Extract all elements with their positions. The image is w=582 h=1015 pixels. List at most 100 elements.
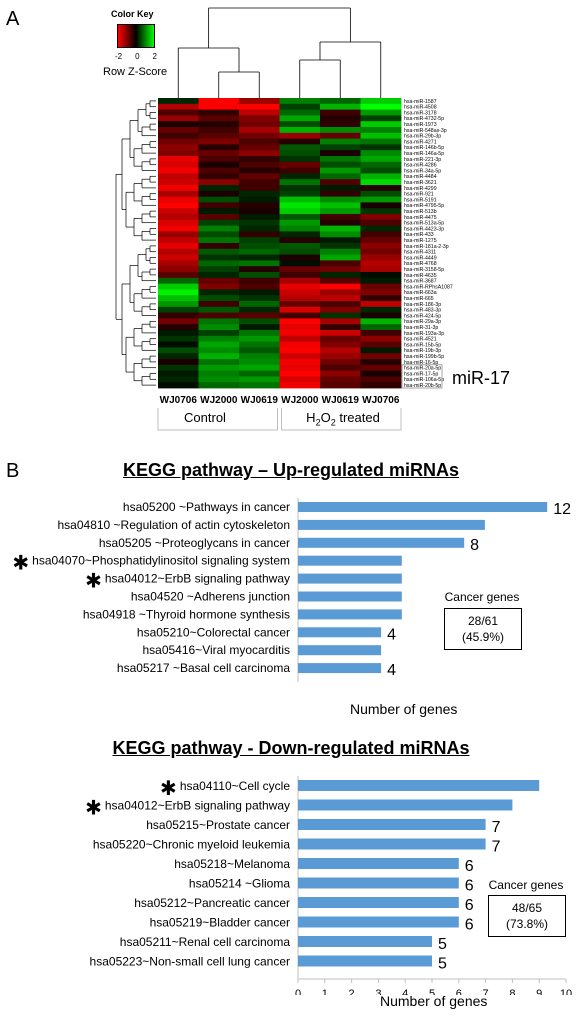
heatmap-cell: [320, 132, 361, 139]
row-label: hsa-miR-433: [404, 232, 434, 238]
heatmap-cell: [279, 359, 321, 366]
heatmap-cell: [279, 179, 321, 186]
heatmap-cell: [198, 103, 240, 110]
heatmap-cell: [360, 248, 402, 255]
up-cancer-genes-pct: (45.9%): [461, 630, 505, 644]
heatmap-cell: [198, 144, 240, 151]
bar: [298, 936, 432, 947]
heatmap-cell: [360, 289, 402, 296]
heatmap-cell: [198, 196, 240, 203]
heatmap-cell: [198, 330, 240, 337]
row-label: hsa-miR-1973: [404, 122, 437, 128]
heatmap-cell: [198, 272, 240, 279]
bar: [298, 609, 402, 620]
heatmap-cell: [360, 132, 402, 139]
heatmap-cell: [360, 196, 402, 203]
heatmap-cell: [239, 190, 280, 197]
heatmap-cell: [158, 167, 199, 174]
group-label-sub: 2: [330, 417, 336, 428]
row-label: hsa-miR-193a-3p: [404, 331, 444, 337]
heatmap-cell: [198, 98, 240, 105]
row-label: hsa-miR-20a-5p: [404, 366, 441, 372]
row-label: hsa-miR-221-3p: [404, 157, 441, 163]
heatmap-cell: [239, 283, 280, 290]
row-label: hsa-miR-4311: [404, 250, 436, 256]
heatmap-cell: [239, 359, 280, 366]
heatmap-cell: [239, 289, 280, 296]
down-xlabel: Number of genes: [380, 993, 488, 1009]
row-label: hsa-miR-RPhsA1087: [404, 284, 453, 290]
bar: [298, 819, 486, 830]
mir17-label-box: [401, 364, 443, 389]
group-label-text: O: [320, 410, 331, 425]
heatmap-cell: [158, 109, 199, 116]
heatmap-cell: [239, 161, 280, 168]
heatmap-cell: [239, 179, 280, 186]
category-label: hsa04012~ErbB signaling pathway: [105, 572, 290, 586]
heatmap-cell: [279, 243, 321, 250]
heatmap-cell: [198, 231, 240, 238]
column-label: WJ0619: [322, 395, 360, 406]
heatmap-cell: [158, 237, 199, 244]
star-marker: ✱: [85, 798, 102, 820]
panel-b-letter: B: [6, 460, 20, 482]
heatmap-cell: [279, 306, 321, 313]
color-key-tick: -2: [115, 52, 123, 61]
heatmap-cell: [198, 318, 240, 325]
heatmap-cell: [158, 132, 199, 139]
heatmap-cell: [279, 109, 321, 116]
heatmap-cell: [279, 254, 321, 261]
row-label: hsa-miR-199b-5p: [404, 354, 444, 360]
heatmap-cell: [198, 214, 240, 221]
group-label-h2o2: H2O2 treated: [293, 410, 393, 428]
row-label: hsa-miR-665: [404, 296, 434, 302]
heatmap-cell: [279, 196, 321, 203]
row-label: hsa-miR-921: [404, 192, 434, 198]
category-label: hsa05223~Non-small cell lung cancer: [90, 955, 290, 969]
heatmap-cell: [158, 301, 199, 308]
row-label: hsa-miR-20b-5p: [404, 383, 441, 389]
heatmap-cell: [158, 196, 199, 203]
heatmap-cell: [198, 370, 240, 377]
group-label-sub: 2: [315, 417, 321, 428]
heatmap-cell: [158, 214, 199, 221]
heatmap-cell: [320, 138, 361, 145]
heatmap-cell: [279, 370, 321, 377]
heatmap-cell: [239, 318, 280, 325]
heatmap-cell: [320, 353, 361, 360]
x-tick-label: 9: [536, 988, 542, 995]
up-bar-chart: 012345678910111213hsa05200 ~Pathways in …: [12, 498, 571, 682]
heatmap-cell: [360, 260, 402, 267]
heatmap-cell: [158, 98, 199, 105]
heatmap-cell: [279, 272, 321, 279]
heatmap-cell: [198, 138, 240, 145]
row-label: hsa-miR-15b-5p: [404, 342, 441, 348]
row-label: hsa-miR-4521: [404, 337, 437, 343]
heatmap-cell: [239, 248, 280, 255]
bar: [298, 877, 459, 889]
x-tick-label: 1: [322, 988, 328, 995]
heatmap-cell: [198, 179, 240, 186]
category-label: hsa05215~Prostate cancer: [146, 818, 290, 832]
heatmap-cell: [198, 335, 240, 342]
heatmap-cell: [320, 196, 361, 203]
heatmap-cell: [198, 248, 240, 255]
heatmap-cell: [239, 156, 280, 163]
heatmap-cell: [158, 121, 199, 128]
heatmap-cell: [239, 301, 280, 308]
up-cancer-genes-ratio: 28/61: [467, 614, 499, 628]
heatmap-cell: [360, 272, 402, 279]
heatmap-cell: [239, 382, 280, 389]
category-label: hsa04918 ~Thyroid hormone synthesis: [83, 607, 290, 621]
heatmap-cell: [198, 190, 240, 197]
heatmap-cell: [320, 283, 361, 290]
row-label: hsa-miR-4732-5p: [404, 116, 444, 122]
heatmap-cell: [279, 202, 321, 209]
heatmap-cell: [320, 266, 361, 273]
heatmap-cell: [158, 243, 199, 250]
heatmap-cell: [279, 115, 321, 122]
heatmap-cell: [360, 173, 402, 180]
color-key-tick: 2: [152, 52, 157, 61]
heatmap-cell: [320, 330, 361, 337]
category-label: hsa04810 ~Regulation of actin cytoskelet…: [58, 518, 291, 532]
